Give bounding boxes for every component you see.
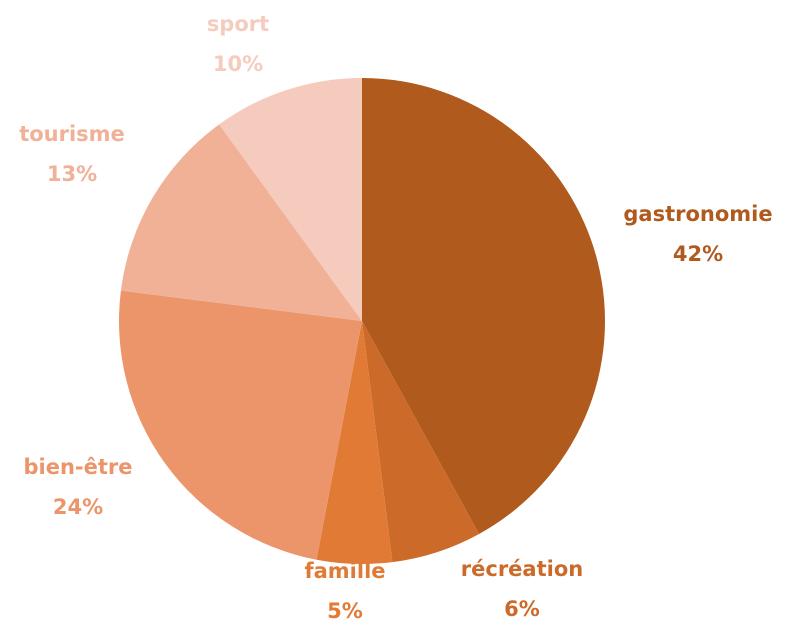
pie-slice	[362, 321, 480, 563]
slice-label: sport	[207, 12, 269, 36]
slice-value: 6%	[504, 597, 540, 621]
slice-label: tourisme	[19, 122, 125, 146]
slice-label: bien-être	[23, 455, 132, 479]
pie-slice	[362, 78, 605, 534]
slice-label: gastronomie	[623, 202, 772, 226]
pie-slice	[120, 124, 362, 321]
slice-value: 5%	[327, 599, 363, 621]
slice-label: famille	[304, 559, 385, 583]
slice-value: 10%	[213, 52, 263, 76]
pie-slice	[219, 78, 362, 321]
slice-value: 24%	[53, 495, 103, 519]
slice-value: 13%	[47, 162, 97, 186]
pie-slice	[316, 321, 393, 564]
slice-value: 42%	[673, 242, 723, 266]
pie-slice	[118, 290, 362, 560]
slice-label: récréation	[461, 557, 583, 581]
